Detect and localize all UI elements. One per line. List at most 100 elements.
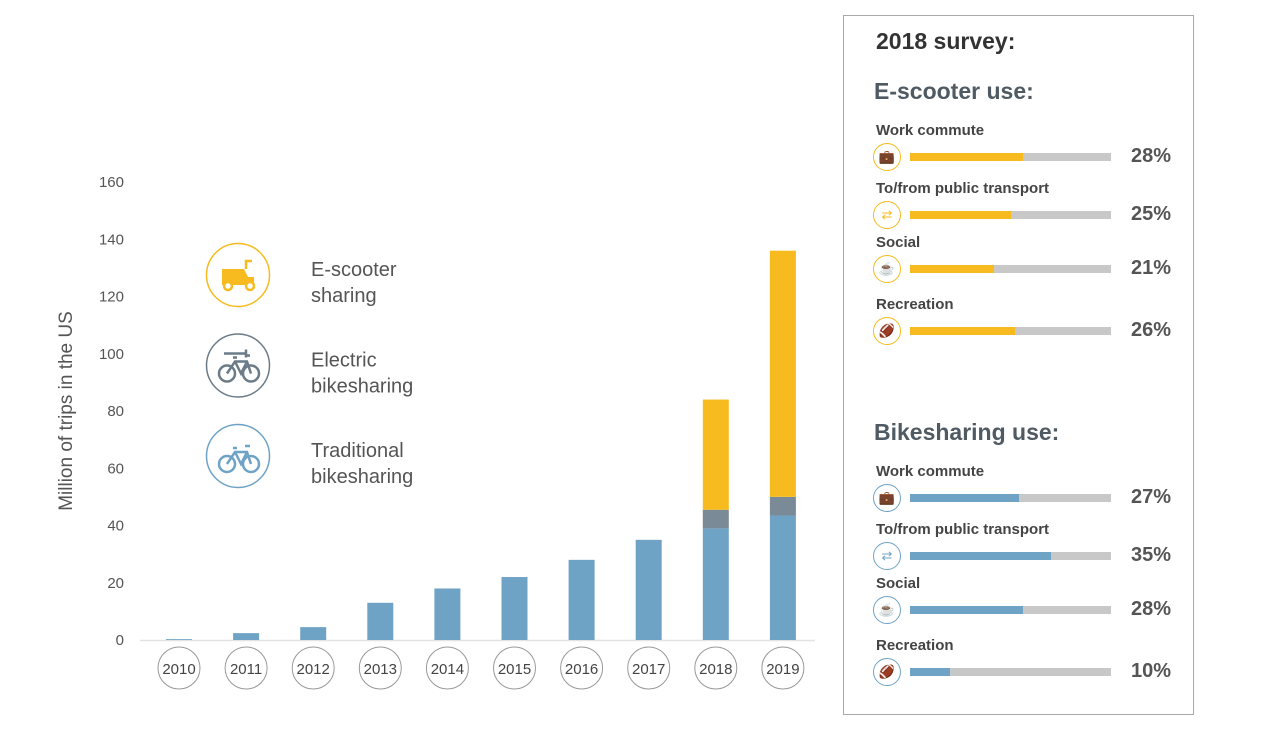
bar-2019-traditional-bikesharing: [769, 515, 796, 640]
frame: [225, 444, 253, 467]
row-label: To/from public transport: [876, 521, 1050, 538]
y-tick-label: 140: [99, 231, 124, 248]
row-label: Work commute: [876, 122, 985, 139]
bar-2013-traditional-bikesharing: [367, 602, 394, 640]
progress-track: [910, 552, 1111, 560]
legend-label: Electric: [311, 350, 377, 372]
coffee-cup-icon: ☕: [873, 255, 901, 283]
y-tick-label: 60: [107, 460, 124, 477]
row-percent: 21%: [1131, 257, 1172, 279]
plug: [224, 349, 248, 358]
year-badge: [425, 646, 469, 690]
wheel: [241, 454, 261, 474]
row-percent: 27%: [1131, 486, 1172, 508]
wheel: [241, 364, 261, 383]
briefcase-icon: 💼: [873, 143, 901, 171]
row-percent: 35%: [1131, 544, 1172, 566]
x-tick-label: 2011: [230, 661, 262, 678]
section-title: E-scooter use:: [874, 78, 1034, 104]
year-badge: [694, 646, 738, 690]
progress-fill: [910, 494, 1019, 502]
legend-label: bikesharing: [311, 466, 413, 488]
row-label: Work commute: [876, 463, 985, 480]
briefcase-icon: 💼: [873, 484, 901, 512]
wheel: [222, 280, 234, 292]
wheel: [244, 280, 256, 292]
x-tick-label: 2019: [766, 661, 799, 678]
progress-fill: [910, 265, 995, 273]
section-title: Bikesharing use:: [874, 419, 1060, 445]
legend-label: sharing: [311, 285, 377, 307]
electric-bike-icon: [217, 349, 261, 383]
x-tick-label: 2018: [699, 661, 732, 678]
progress-fill: [910, 606, 1023, 614]
frame: [225, 354, 253, 377]
trips-chart: 0 20 40 60 80 100 120 140 160 Million of trips in…: [56, 174, 815, 690]
football-icon: 🏈: [873, 658, 901, 686]
scooter-body: [222, 269, 254, 285]
progress-track: [910, 494, 1111, 502]
bar-2019-e-scooter-sharing: [769, 250, 796, 497]
progress-track: [910, 265, 1111, 273]
row-label: To/from public transport: [876, 180, 1050, 197]
wheel: [217, 364, 237, 383]
legend-label: E-scooter: [311, 259, 397, 281]
bar-2018-electric-bikesharing: [702, 509, 729, 529]
bar-2010-traditional-bikesharing: [166, 639, 192, 640]
bar-2019-electric-bikesharing: [769, 496, 796, 516]
row-label: Social: [876, 575, 921, 592]
bar-2018-e-scooter-sharing: [702, 399, 729, 510]
bar-2014-traditional-bikesharing: [434, 588, 461, 640]
progress-track: [910, 211, 1111, 219]
bar-2012-traditional-bikesharing: [300, 627, 327, 640]
progress-track: [910, 153, 1111, 161]
y-tick-label: 120: [99, 289, 124, 306]
year-badge: [627, 646, 671, 690]
progress-fill: [910, 552, 1051, 560]
y-tick-label: 0: [116, 632, 124, 649]
year-badge: [358, 646, 402, 690]
row-label: Recreation: [876, 637, 954, 654]
progress-track: [910, 668, 1111, 676]
row-label: Recreation: [876, 296, 954, 313]
row-percent: 28%: [1131, 598, 1172, 620]
row-percent: 25%: [1131, 203, 1172, 225]
transfer-arrows-icon: ⇄: [873, 542, 901, 570]
year-badge: [493, 646, 536, 690]
x-tick-label: 2014: [431, 661, 464, 678]
row-percent: 10%: [1131, 660, 1172, 682]
survey-panel: 2018 survey: E-scooter use: Work commute 💼…: [843, 15, 1194, 715]
progress-fill: [910, 668, 951, 676]
row-label: Social: [876, 234, 921, 251]
legend-label: Traditional: [311, 440, 404, 462]
bar-2016-traditional-bikesharing: [568, 559, 595, 640]
y-tick-label: 160: [99, 174, 124, 191]
year-badge: [560, 646, 604, 690]
bar-2015-traditional-bikesharing: [501, 577, 528, 640]
survey-title: 2018 survey:: [876, 28, 1016, 54]
bar-2011-traditional-bikesharing: [233, 633, 260, 640]
transfer-arrows-icon: ⇄: [873, 201, 901, 229]
progress-track: [910, 606, 1111, 614]
x-tick-label: 2017: [632, 661, 665, 678]
football-icon: 🏈: [873, 317, 901, 345]
year-badge: [157, 646, 201, 690]
x-tick-label: 2015: [498, 661, 531, 678]
y-tick-label: 100: [99, 346, 124, 363]
y-axis-label: Million of trips in the US: [56, 311, 77, 511]
x-tick-label: 2013: [364, 661, 397, 678]
row-percent: 28%: [1131, 145, 1172, 167]
x-tick-label: 2012: [297, 661, 330, 678]
progress-fill: [910, 327, 1015, 335]
legend-label: bikesharing: [311, 376, 413, 398]
coffee-cup-icon: ☕: [873, 596, 901, 624]
year-badge: [291, 646, 335, 690]
progress-fill: [910, 211, 1011, 219]
y-tick-label: 20: [107, 575, 124, 592]
x-tick-label: 2010: [162, 661, 195, 678]
handle: [244, 259, 252, 269]
bar-2018-traditional-bikesharing: [702, 528, 729, 640]
y-tick-label: 80: [107, 403, 124, 420]
scooter-icon: [222, 259, 256, 292]
bike-icon: [217, 444, 261, 474]
